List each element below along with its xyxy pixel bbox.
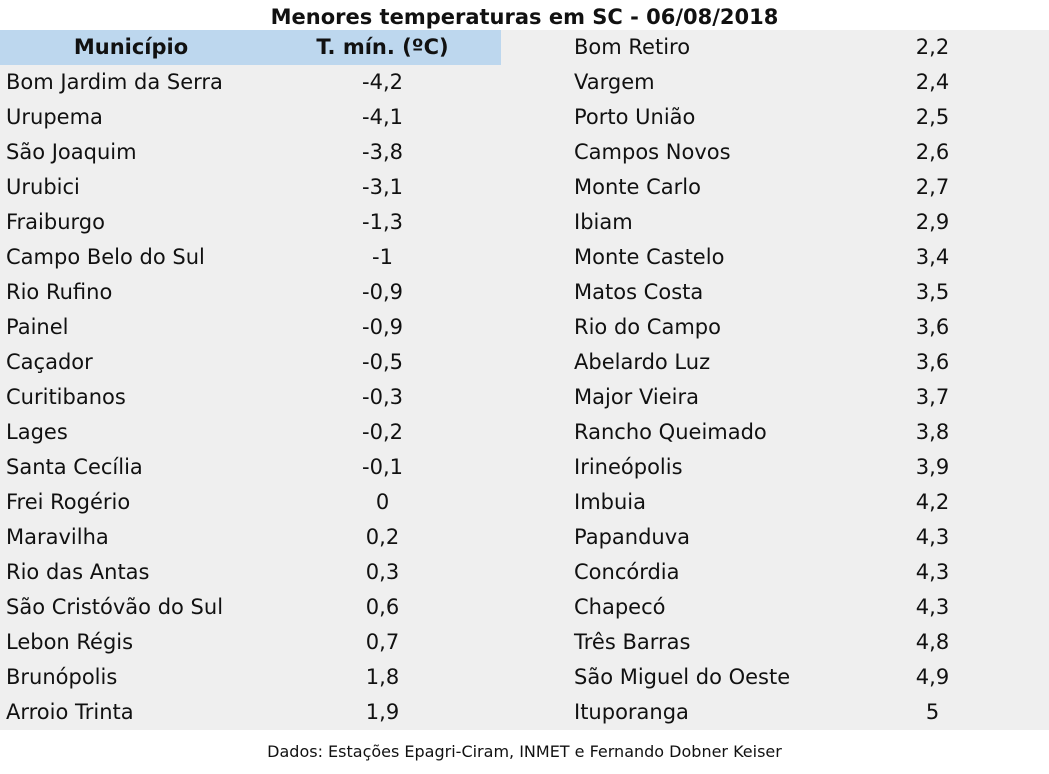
tmin-cell: -1 [372,245,393,269]
tmin-cell: 0,6 [365,595,400,619]
tmin-cell: 2,9 [915,210,950,234]
tmin-cell: 5 [925,700,940,724]
tmin-cell: -4,1 [362,105,403,129]
municipio-cell: São Joaquim [6,140,137,164]
tmin-cell: 2,6 [915,140,950,164]
municipio-cell: Urubici [6,175,80,199]
tmin-cell: 4,3 [915,595,950,619]
municipio-cell: Vargem [574,70,655,94]
municipio-cell: Brunópolis [6,665,118,689]
municipio-cell: Papanduva [574,525,691,549]
municipio-cell: Concórdia [574,560,680,584]
municipio-cell: Imbuia [574,490,646,514]
tmin-cell: 0,3 [365,560,400,584]
municipio-cell: Rio Rufino [6,280,113,304]
municipio-cell: Ituporanga [574,700,689,724]
tmin-cell: 3,4 [915,245,950,269]
municipio-cell: Matos Costa [574,280,704,304]
municipio-cell: Painel [6,315,69,339]
tmin-cell: 1,8 [365,665,400,689]
municipio-cell: Abelardo Luz [574,350,711,374]
header-municipio: Município [73,35,189,59]
municipio-cell: Campo Belo do Sul [6,245,205,269]
tmin-cell: -0,9 [362,280,403,304]
municipio-cell: Major Vieira [574,385,699,409]
municipio-cell: Arroio Trinta [6,700,134,724]
municipio-cell: Rio das Antas [6,560,150,584]
tmin-cell: 3,7 [915,385,950,409]
municipio-cell: Três Barras [574,630,691,654]
municipio-cell: Santa Cecília [6,455,143,479]
tmin-cell: 3,9 [915,455,950,479]
tmin-cell: 0,2 [365,525,400,549]
tmin-cell: -0,3 [362,385,403,409]
tmin-cell: 0,7 [365,630,400,654]
municipio-cell: Urupema [6,105,103,129]
municipio-cell: Rio do Campo [574,315,721,339]
tmin-cell: 4,3 [915,525,950,549]
municipio-cell: Porto União [574,105,696,129]
municipio-cell: Chapecó [574,595,666,619]
tmin-cell: -4,2 [362,70,403,94]
tmin-cell: 3,6 [915,350,950,374]
municipio-cell: Bom Retiro [574,35,691,59]
municipio-cell: Ibiam [574,210,633,234]
municipio-cell: Monte Castelo [574,245,725,269]
municipio-cell: Monte Carlo [574,175,701,199]
tmin-cell: -0,9 [362,315,403,339]
municipio-cell: Bom Jardim da Serra [6,70,223,94]
municipio-cell: Rancho Queimado [574,420,767,444]
tmin-cell: -0,5 [362,350,403,374]
tmin-cell: 4,9 [915,665,950,689]
table-header-band [0,30,501,65]
municipio-cell: São Cristóvão do Sul [6,595,224,619]
tmin-cell: 0 [375,490,390,514]
header-tmin: T. mín. (ºC) [316,35,449,59]
tmin-cell: -0,2 [362,420,403,444]
municipio-cell: Caçador [6,350,93,374]
tmin-cell: 2,4 [915,70,950,94]
tmin-cell: 1,9 [365,700,400,724]
tmin-cell: -3,8 [362,140,403,164]
municipio-cell: Fraiburgo [6,210,105,234]
source-note: Dados: Estações Epagri-Ciram, INMET e Fe… [267,742,782,761]
tmin-cell: -3,1 [362,175,403,199]
municipio-cell: Irineópolis [574,455,683,479]
municipio-cell: Campos Novos [574,140,731,164]
municipio-cell: Curitibanos [6,385,126,409]
tmin-cell: 4,8 [915,630,950,654]
page-title: Menores temperaturas em SC - 06/08/2018 [270,5,779,29]
municipio-cell: Lages [6,420,68,444]
tmin-cell: -0,1 [362,455,403,479]
municipio-cell: Lebon Régis [6,630,134,654]
tmin-cell: 4,2 [915,490,950,514]
tmin-cell: 4,3 [915,560,950,584]
tmin-cell: 3,6 [915,315,950,339]
tmin-cell: 3,8 [915,420,950,444]
municipio-cell: São Miguel do Oeste [574,665,791,689]
tmin-cell: 3,5 [915,280,950,304]
tmin-cell: 2,2 [915,35,950,59]
tmin-cell: 2,5 [915,105,950,129]
municipio-cell: Frei Rogério [6,490,131,514]
temperature-table: Município T. mín. (ºC) Bom Jardim da Ser… [0,30,1049,730]
tmin-cell: 2,7 [915,175,950,199]
municipio-cell: Maravilha [6,525,109,549]
tmin-cell: -1,3 [362,210,403,234]
